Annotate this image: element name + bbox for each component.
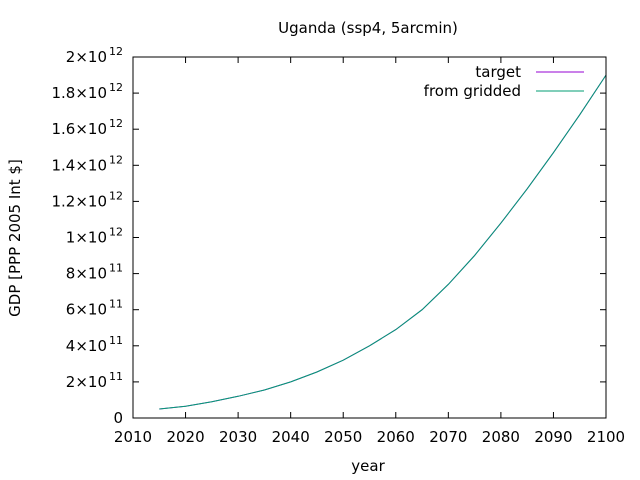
y-tick-label: 1.8×10 12 (51, 81, 123, 102)
y-tick-label: 4×10 11 (66, 334, 123, 355)
y-tick-mantissa: 1×10 (66, 229, 107, 247)
y-tick-exponent: 11 (109, 370, 123, 383)
y-tick-label: 2×10 12 (66, 45, 123, 66)
x-tick-label: 2060 (377, 428, 415, 446)
x-tick-label: 2020 (166, 428, 204, 446)
legend-label: from gridded (424, 82, 521, 100)
y-tick-label: 1.4×10 12 (51, 153, 123, 174)
y-tick-label: 1×10 12 (66, 226, 123, 247)
y-tick-mantissa: 1.2×10 (51, 192, 107, 210)
series-lines (159, 74, 607, 410)
y-tick-exponent: 12 (109, 117, 123, 130)
y-tick-mantissa: 1.8×10 (51, 84, 107, 102)
y-tick-label: 0 (113, 409, 123, 427)
y-tick-exponent: 11 (109, 334, 123, 347)
y-tick-mantissa: 4×10 (66, 337, 107, 355)
x-tick-label: 2070 (429, 428, 467, 446)
x-axis-ticks: 2010 2020 2030 2040 2050 2060 2070 2080 2090 2100 (114, 57, 625, 446)
y-tick-mantissa: 8×10 (66, 265, 107, 283)
y-tick-exponent: 12 (109, 153, 123, 166)
y-axis-ticks: 02×10 114×10 116×10 118×10 111×10 121.2×10 121… (51, 45, 606, 427)
y-tick-mantissa: 1.6×10 (51, 120, 107, 138)
y-tick-label: 1.2×10 12 (51, 189, 123, 210)
y-tick-label: 2×10 11 (66, 370, 123, 391)
x-tick-label: 2080 (482, 428, 520, 446)
y-tick-mantissa: 6×10 (66, 301, 107, 319)
y-tick-label: 8×10 11 (66, 262, 123, 283)
x-tick-label: 2010 (114, 428, 152, 446)
y-tick-label: 1.6×10 12 (51, 117, 123, 138)
series-line-from-gridded (159, 74, 607, 410)
y-tick-mantissa: 0 (113, 409, 123, 427)
x-tick-label: 2040 (272, 428, 310, 446)
x-tick-label: 2100 (587, 428, 625, 446)
y-tick-mantissa: 1.4×10 (51, 156, 107, 174)
chart-title: Uganda (ssp4, 5arcmin) (278, 19, 458, 37)
x-tick-label: 2050 (324, 428, 362, 446)
x-tick-label: 2030 (219, 428, 257, 446)
y-tick-exponent: 12 (109, 189, 123, 202)
y-tick-exponent: 12 (109, 81, 123, 94)
y-tick-mantissa: 2×10 (66, 48, 107, 66)
plot-frame (132, 56, 607, 419)
legend-label: target (475, 63, 521, 81)
x-tick-label: 2090 (534, 428, 572, 446)
y-tick-exponent: 12 (109, 45, 123, 58)
x-axis-label: year (351, 457, 385, 475)
y-tick-exponent: 11 (109, 298, 123, 311)
y-tick-exponent: 11 (109, 262, 123, 275)
y-tick-exponent: 12 (109, 226, 123, 239)
y-tick-label: 6×10 11 (66, 298, 123, 319)
y-tick-mantissa: 2×10 (66, 373, 107, 391)
y-axis-label: GDP [PPP 2005 Int $] (6, 159, 24, 317)
series-line-target (159, 74, 607, 410)
